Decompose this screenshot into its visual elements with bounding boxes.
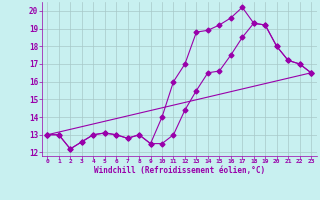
X-axis label: Windchill (Refroidissement éolien,°C): Windchill (Refroidissement éolien,°C) (94, 166, 265, 175)
